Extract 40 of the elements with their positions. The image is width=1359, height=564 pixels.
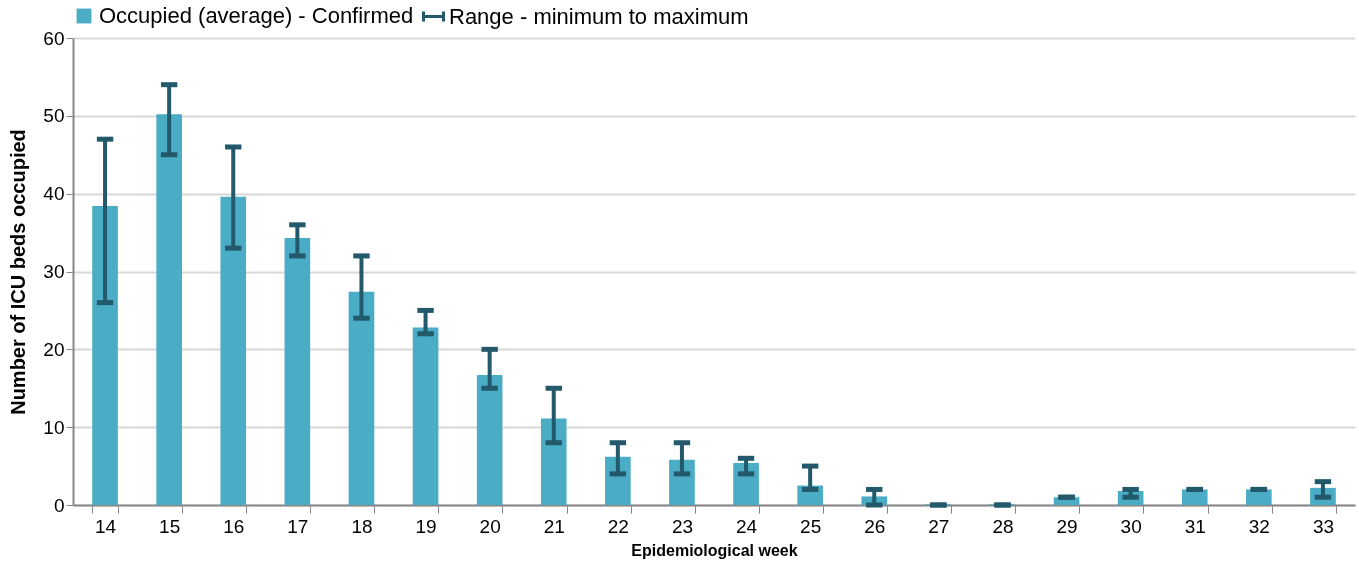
x-tick-label: 28 [992, 515, 1014, 537]
x-tick-label: 17 [287, 515, 309, 537]
x-tick-label: 29 [1056, 515, 1078, 537]
x-tick-label: 19 [415, 515, 437, 537]
x-tick-label: 23 [671, 515, 694, 537]
bar [412, 327, 439, 505]
bar [284, 238, 311, 505]
y-tick-label: 20 [43, 338, 65, 360]
x-tick-label: 16 [223, 515, 245, 537]
y-tick-label: 40 [43, 183, 65, 205]
x-tick-label: 31 [1184, 515, 1206, 537]
x-tick-label: 18 [351, 515, 373, 537]
bar [348, 291, 375, 505]
y-axis-title: Number of ICU beds occupied [7, 129, 30, 415]
bar [92, 206, 118, 505]
y-tick-label: 0 [53, 494, 65, 516]
x-tick-label: 21 [543, 515, 565, 537]
x-tick-label: 14 [94, 515, 117, 537]
text: Range - minimum to maximum [449, 3, 749, 29]
x-axis-title: Epidemiological week [631, 541, 798, 559]
x-tick-label: 15 [159, 515, 181, 537]
bar [540, 418, 567, 505]
y-tick-label: 30 [43, 261, 65, 282]
x-tick-label: 24 [735, 515, 758, 537]
x-tick-label: 33 [1312, 515, 1335, 537]
x-tick-label: 27 [928, 515, 950, 537]
bar [669, 459, 695, 505]
x-tick-label: 30 [1120, 515, 1142, 537]
x-tick-label: 20 [479, 515, 501, 537]
bar [156, 114, 182, 505]
legend-label: Occupied (average) - Confirmed [99, 3, 414, 28]
x-tick-label: 32 [1248, 515, 1270, 537]
y-tick-label: 60 [43, 27, 65, 49]
x-tick-label: 25 [800, 515, 822, 537]
y-tick-label: 10 [43, 416, 65, 438]
y-tick-label: 50 [43, 105, 65, 127]
x-tick-label: 22 [607, 515, 629, 537]
bar [476, 375, 503, 505]
x-tick-label: 26 [864, 515, 886, 537]
bar [220, 196, 247, 505]
